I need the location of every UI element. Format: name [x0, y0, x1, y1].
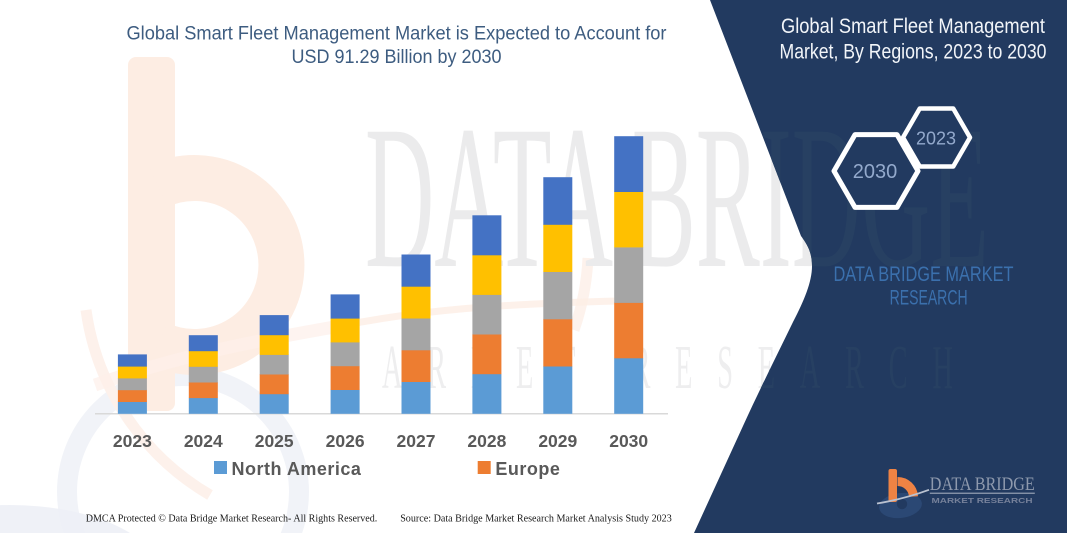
svg-text:2023: 2023 [113, 431, 152, 451]
svg-text:USD 91.29 Billion by 2030: USD 91.29 Billion by 2030 [292, 47, 502, 68]
svg-text:Market, By Regions, 2023 to 20: Market, By Regions, 2023 to 2030 [780, 39, 1047, 63]
svg-text:MARKET RESEARCH: MARKET RESEARCH [932, 498, 1033, 505]
svg-text:Europe: Europe [495, 459, 560, 479]
svg-text:2030: 2030 [609, 431, 648, 451]
svg-text:2028: 2028 [467, 431, 506, 451]
svg-text:Source: Data Bridge Market Res: Source: Data Bridge Market Research Mark… [400, 513, 672, 525]
svg-text:2030: 2030 [853, 161, 898, 183]
svg-text:2023: 2023 [916, 129, 956, 149]
svg-text:Global Smart Fleet Management: Global Smart Fleet Management Market is … [127, 24, 668, 45]
svg-text:2029: 2029 [538, 431, 577, 451]
svg-text:Global Smart Fleet Management: Global Smart Fleet Management [781, 14, 1045, 38]
svg-text:RESEARCH: RESEARCH [890, 287, 968, 310]
svg-text:2024: 2024 [184, 431, 223, 451]
svg-text:DATA BRIDGE: DATA BRIDGE [930, 474, 1035, 495]
svg-text:2025: 2025 [255, 431, 294, 451]
svg-text:DATA BRIDGE MARKET: DATA BRIDGE MARKET [834, 263, 1014, 286]
svg-text:North America: North America [232, 459, 362, 479]
svg-text:2026: 2026 [326, 431, 365, 451]
svg-text:DMCA Protected © Data Bridge M: DMCA Protected © Data Bridge Market Rese… [86, 513, 378, 525]
svg-text:2027: 2027 [397, 431, 436, 451]
